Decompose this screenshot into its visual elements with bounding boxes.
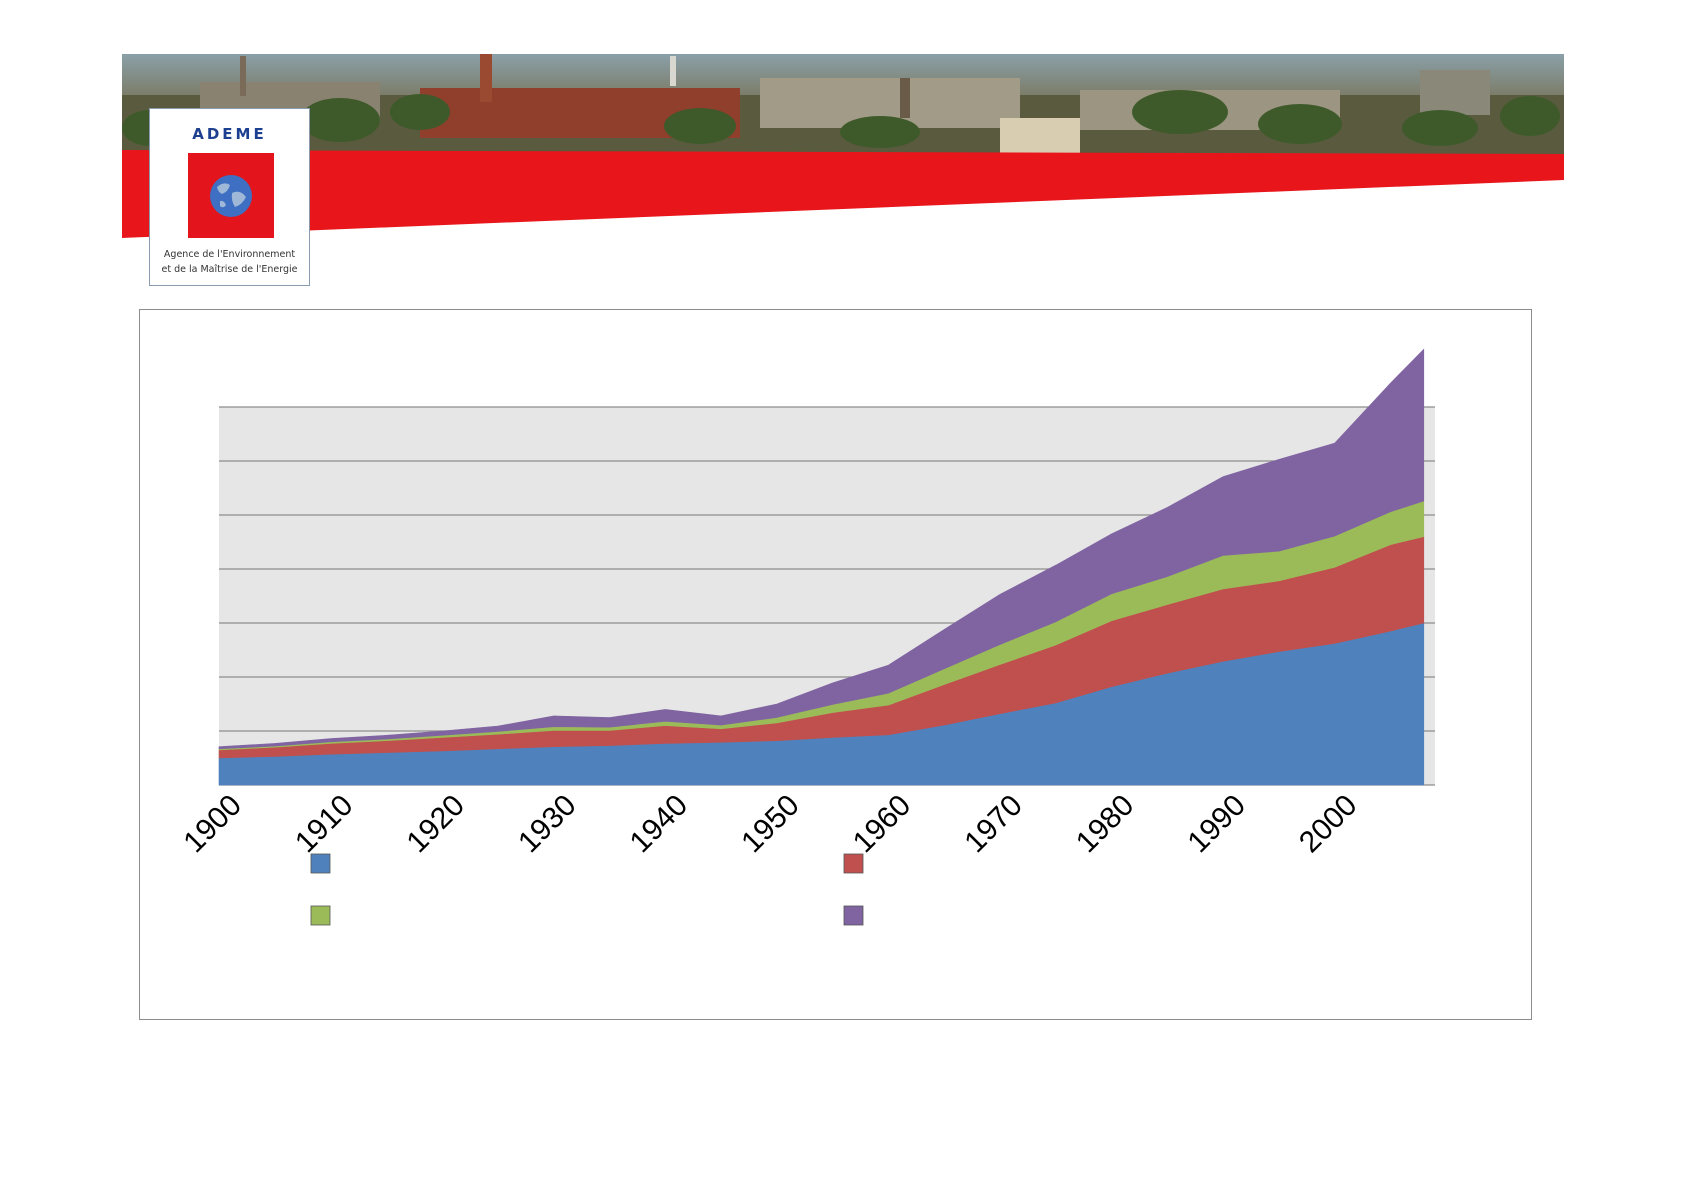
x-tick-label: 1980 (1070, 789, 1141, 860)
logo-red-square (188, 153, 274, 238)
ademe-logo: ADEME Agence de l'Environnement et de la… (149, 108, 310, 286)
x-tick-label: 1950 (735, 789, 806, 860)
chart-frame: 1900 1910 1920 1930 1940 1950 1960 1970 1980 1990… (139, 309, 1532, 1020)
legend-swatch-3 (310, 905, 331, 926)
red-swoosh (122, 150, 1564, 238)
x-tick-label: 1900 (177, 789, 248, 860)
area-series-4 (218, 348, 1425, 750)
legend-swatch-2 (843, 853, 864, 874)
x-tick-label: 1940 (624, 789, 695, 860)
x-tick-labels: 1900 1910 1920 1930 1940 1950 1960 1970 1980 1990… (177, 789, 1363, 860)
x-tick-label: 1970 (958, 789, 1029, 860)
header-banner (122, 54, 1564, 238)
legend-swatch-4 (843, 905, 864, 926)
x-tick-label: 2000 (1293, 789, 1364, 860)
x-tick-label: 1960 (847, 789, 918, 860)
legend (310, 853, 864, 926)
globe-icon (210, 175, 252, 217)
x-tick-label: 1920 (401, 789, 472, 860)
legend-swatch-1 (310, 853, 331, 874)
stacked-area-chart: 1900 1910 1920 1930 1940 1950 1960 1970 1980 1990… (177, 348, 1435, 926)
x-tick-label: 1910 (289, 789, 360, 860)
logo-caption: Agence de l'Environnement et de la Maîtr… (150, 247, 309, 277)
industrial-photo (122, 54, 1564, 154)
x-tick-label: 1930 (512, 789, 583, 860)
logo-caption-line2: et de la Maîtrise de l'Energie (161, 264, 298, 275)
area-series (218, 348, 1425, 786)
logo-caption-line1: Agence de l'Environnement (163, 249, 296, 260)
logo-wordmark: ADEME (192, 125, 267, 143)
x-tick-label: 1990 (1181, 789, 1252, 860)
